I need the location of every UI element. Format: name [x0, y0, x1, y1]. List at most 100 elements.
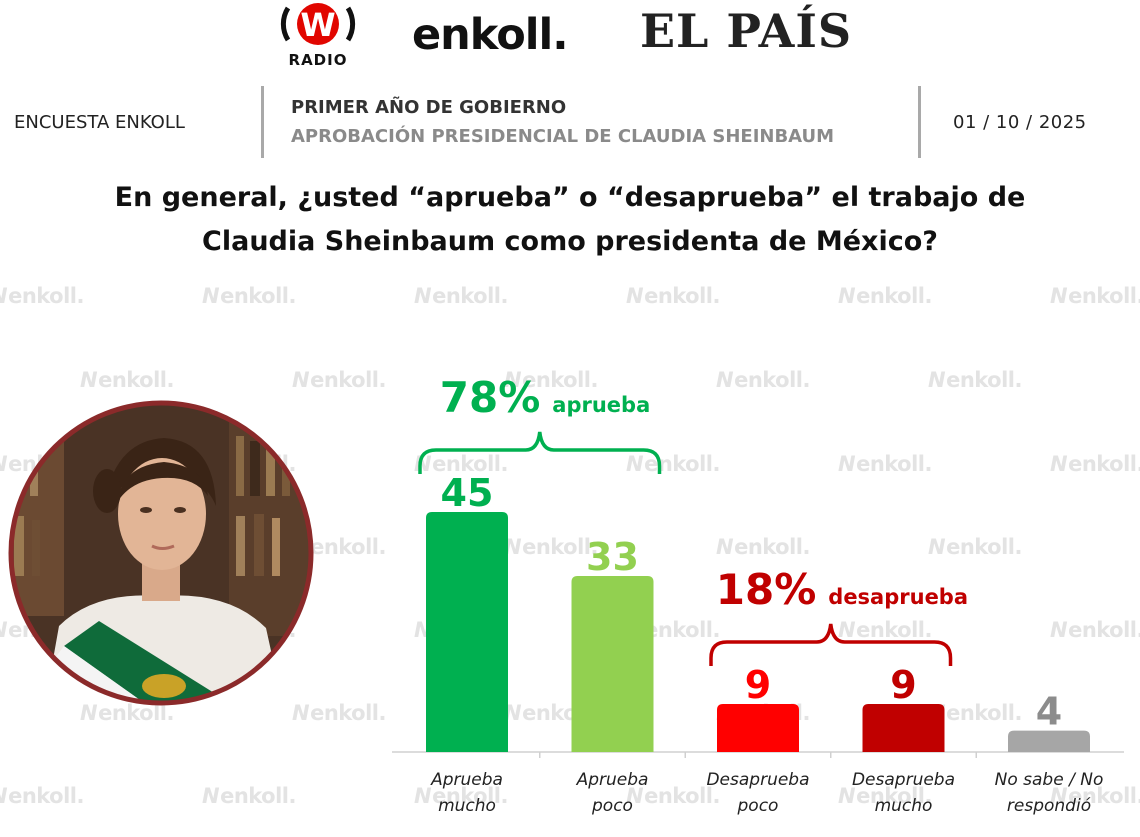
- watermark: Nenkoll.: [1050, 784, 1140, 808]
- category-label: poco: [737, 796, 779, 816]
- watermark-text: enkoll.: [856, 284, 932, 308]
- group-brace: [709, 623, 953, 666]
- watermark-text: enkoll.: [946, 368, 1022, 392]
- bar: [1008, 730, 1090, 752]
- watermark: Nenkoll.: [838, 284, 932, 308]
- header-divider-left: [261, 86, 264, 158]
- watermark-text: enkoll.: [946, 701, 1022, 725]
- watermark-text: enkoll.: [1068, 618, 1140, 642]
- watermark-text: enkoll.: [98, 368, 174, 392]
- watermark-text: enkoll.: [1068, 784, 1140, 808]
- report-subtitle: APROBACIÓN PRESIDENCIAL DE CLAUDIA SHEIN…: [291, 126, 835, 147]
- wradio-logo-circle: [297, 3, 339, 45]
- watermark-text: enkoll.: [310, 368, 386, 392]
- survey-question: En general, ¿usted “aprueba” o “desaprue…: [0, 176, 1140, 264]
- watermark: Nenkoll.: [414, 784, 508, 808]
- watermark: Nenkoll.: [1050, 618, 1140, 642]
- watermark: Nenkoll.: [716, 368, 810, 392]
- sash-white: [49, 646, 154, 703]
- watermark-text: enkoll.: [856, 784, 932, 808]
- bars-layer: 45 Aprueba mucho 33 Aprueba poco 9 Desaprueba po…: [426, 471, 1103, 816]
- group-text: aprueba: [552, 393, 650, 417]
- report-date: 01 / 10 / 2025: [953, 112, 1087, 133]
- group-brace: [418, 431, 662, 474]
- category-label: Desaprueba: [706, 770, 809, 790]
- watermark-text: enkoll.: [856, 452, 932, 476]
- watermark-text: enkoll.: [432, 784, 508, 808]
- sash-emblem: [142, 674, 186, 698]
- watermark-text: enkoll.: [1068, 284, 1140, 308]
- elpais-logo: EL PAÍS: [640, 4, 853, 58]
- wradio-logo-letter: W: [300, 6, 335, 44]
- watermark: Nenkoll.: [838, 452, 932, 476]
- bar: [426, 512, 508, 752]
- watermark: Nenkoll.: [0, 284, 84, 308]
- watermark: Nenkoll.: [292, 368, 386, 392]
- watermark-text: enkoll.: [8, 784, 84, 808]
- watermark-text: enkoll.: [522, 368, 598, 392]
- watermark-text: enkoll.: [220, 284, 296, 308]
- wradio-logo-wave-left: [280, 6, 291, 42]
- watermark: Nenkoll.: [0, 784, 84, 808]
- bar-value-label: 9: [745, 663, 771, 707]
- group-percent: 18%: [716, 565, 817, 614]
- watermark-text: enkoll.: [8, 284, 84, 308]
- bar-value-label: 4: [1036, 690, 1062, 734]
- watermark-text: enkoll.: [432, 452, 508, 476]
- bar: [571, 576, 654, 752]
- category-label: mucho: [875, 796, 933, 816]
- watermark: Nenkoll.: [202, 784, 296, 808]
- bar-value-label: 33: [586, 535, 639, 579]
- category-label: respondió: [1007, 796, 1091, 816]
- watermark-text: enkoll.: [734, 535, 810, 559]
- watermark: Nenkoll.: [504, 368, 598, 392]
- group-text: desaprueba: [828, 585, 968, 609]
- watermark-text: enkoll.: [310, 701, 386, 725]
- watermark-text: enkoll.: [220, 784, 296, 808]
- watermark-text: enkoll.: [310, 535, 386, 559]
- watermark-text: enkoll.: [644, 284, 720, 308]
- watermark: Nenkoll.: [626, 284, 720, 308]
- watermark-text: enkoll.: [856, 618, 932, 642]
- group-label: 78% aprueba: [440, 373, 651, 422]
- group-annotations: 78% aprueba 18% desaprueba: [418, 373, 968, 666]
- watermark: Nenkoll.: [504, 535, 598, 559]
- category-label: mucho: [438, 796, 496, 816]
- portrait-face: [118, 458, 206, 570]
- watermark-text: enkoll.: [644, 618, 720, 642]
- watermark: Nenkoll.: [80, 368, 174, 392]
- category-label: No sabe / No: [995, 770, 1104, 790]
- watermark: Nenkoll.: [1050, 284, 1140, 308]
- header-divider-right: [918, 86, 921, 158]
- group-label: 18% desaprueba: [716, 565, 968, 614]
- category-label: Desaprueba: [852, 770, 955, 790]
- group-percent: 78%: [440, 373, 541, 422]
- wradio-logo-label: RADIO: [289, 51, 348, 69]
- enkoll-logo: enkoll.: [412, 10, 569, 60]
- watermark: Nenkoll.: [202, 284, 296, 308]
- report-title: PRIMER AÑO DE GOBIERNO: [291, 97, 567, 118]
- watermark: Nenkoll.: [838, 618, 932, 642]
- question-line-2: Claudia Sheinbaum como presidenta de Méx…: [202, 226, 938, 257]
- watermark-text: enkoll.: [644, 784, 720, 808]
- watermark-text: enkoll.: [1068, 452, 1140, 476]
- bar: [717, 704, 799, 752]
- category-label: Aprueba: [430, 770, 503, 790]
- wradio-logo-wave-right: [345, 6, 356, 42]
- watermark: Nenkoll.: [928, 535, 1022, 559]
- watermark-text: enkoll.: [522, 535, 598, 559]
- watermark: Nenkoll.: [928, 368, 1022, 392]
- category-label: Aprueba: [576, 770, 649, 790]
- bar-value-label: 9: [890, 663, 916, 707]
- watermark: Nenkoll.: [838, 784, 932, 808]
- watermark-text: enkoll.: [946, 535, 1022, 559]
- watermark: Nenkoll.: [1050, 452, 1140, 476]
- bar-value-label: 45: [441, 471, 494, 515]
- watermark-text: enkoll.: [734, 368, 810, 392]
- survey-name: ENCUESTA ENKOLL: [14, 112, 185, 133]
- watermark-text: enkoll.: [432, 284, 508, 308]
- category-label: poco: [591, 796, 633, 816]
- bar: [862, 704, 945, 752]
